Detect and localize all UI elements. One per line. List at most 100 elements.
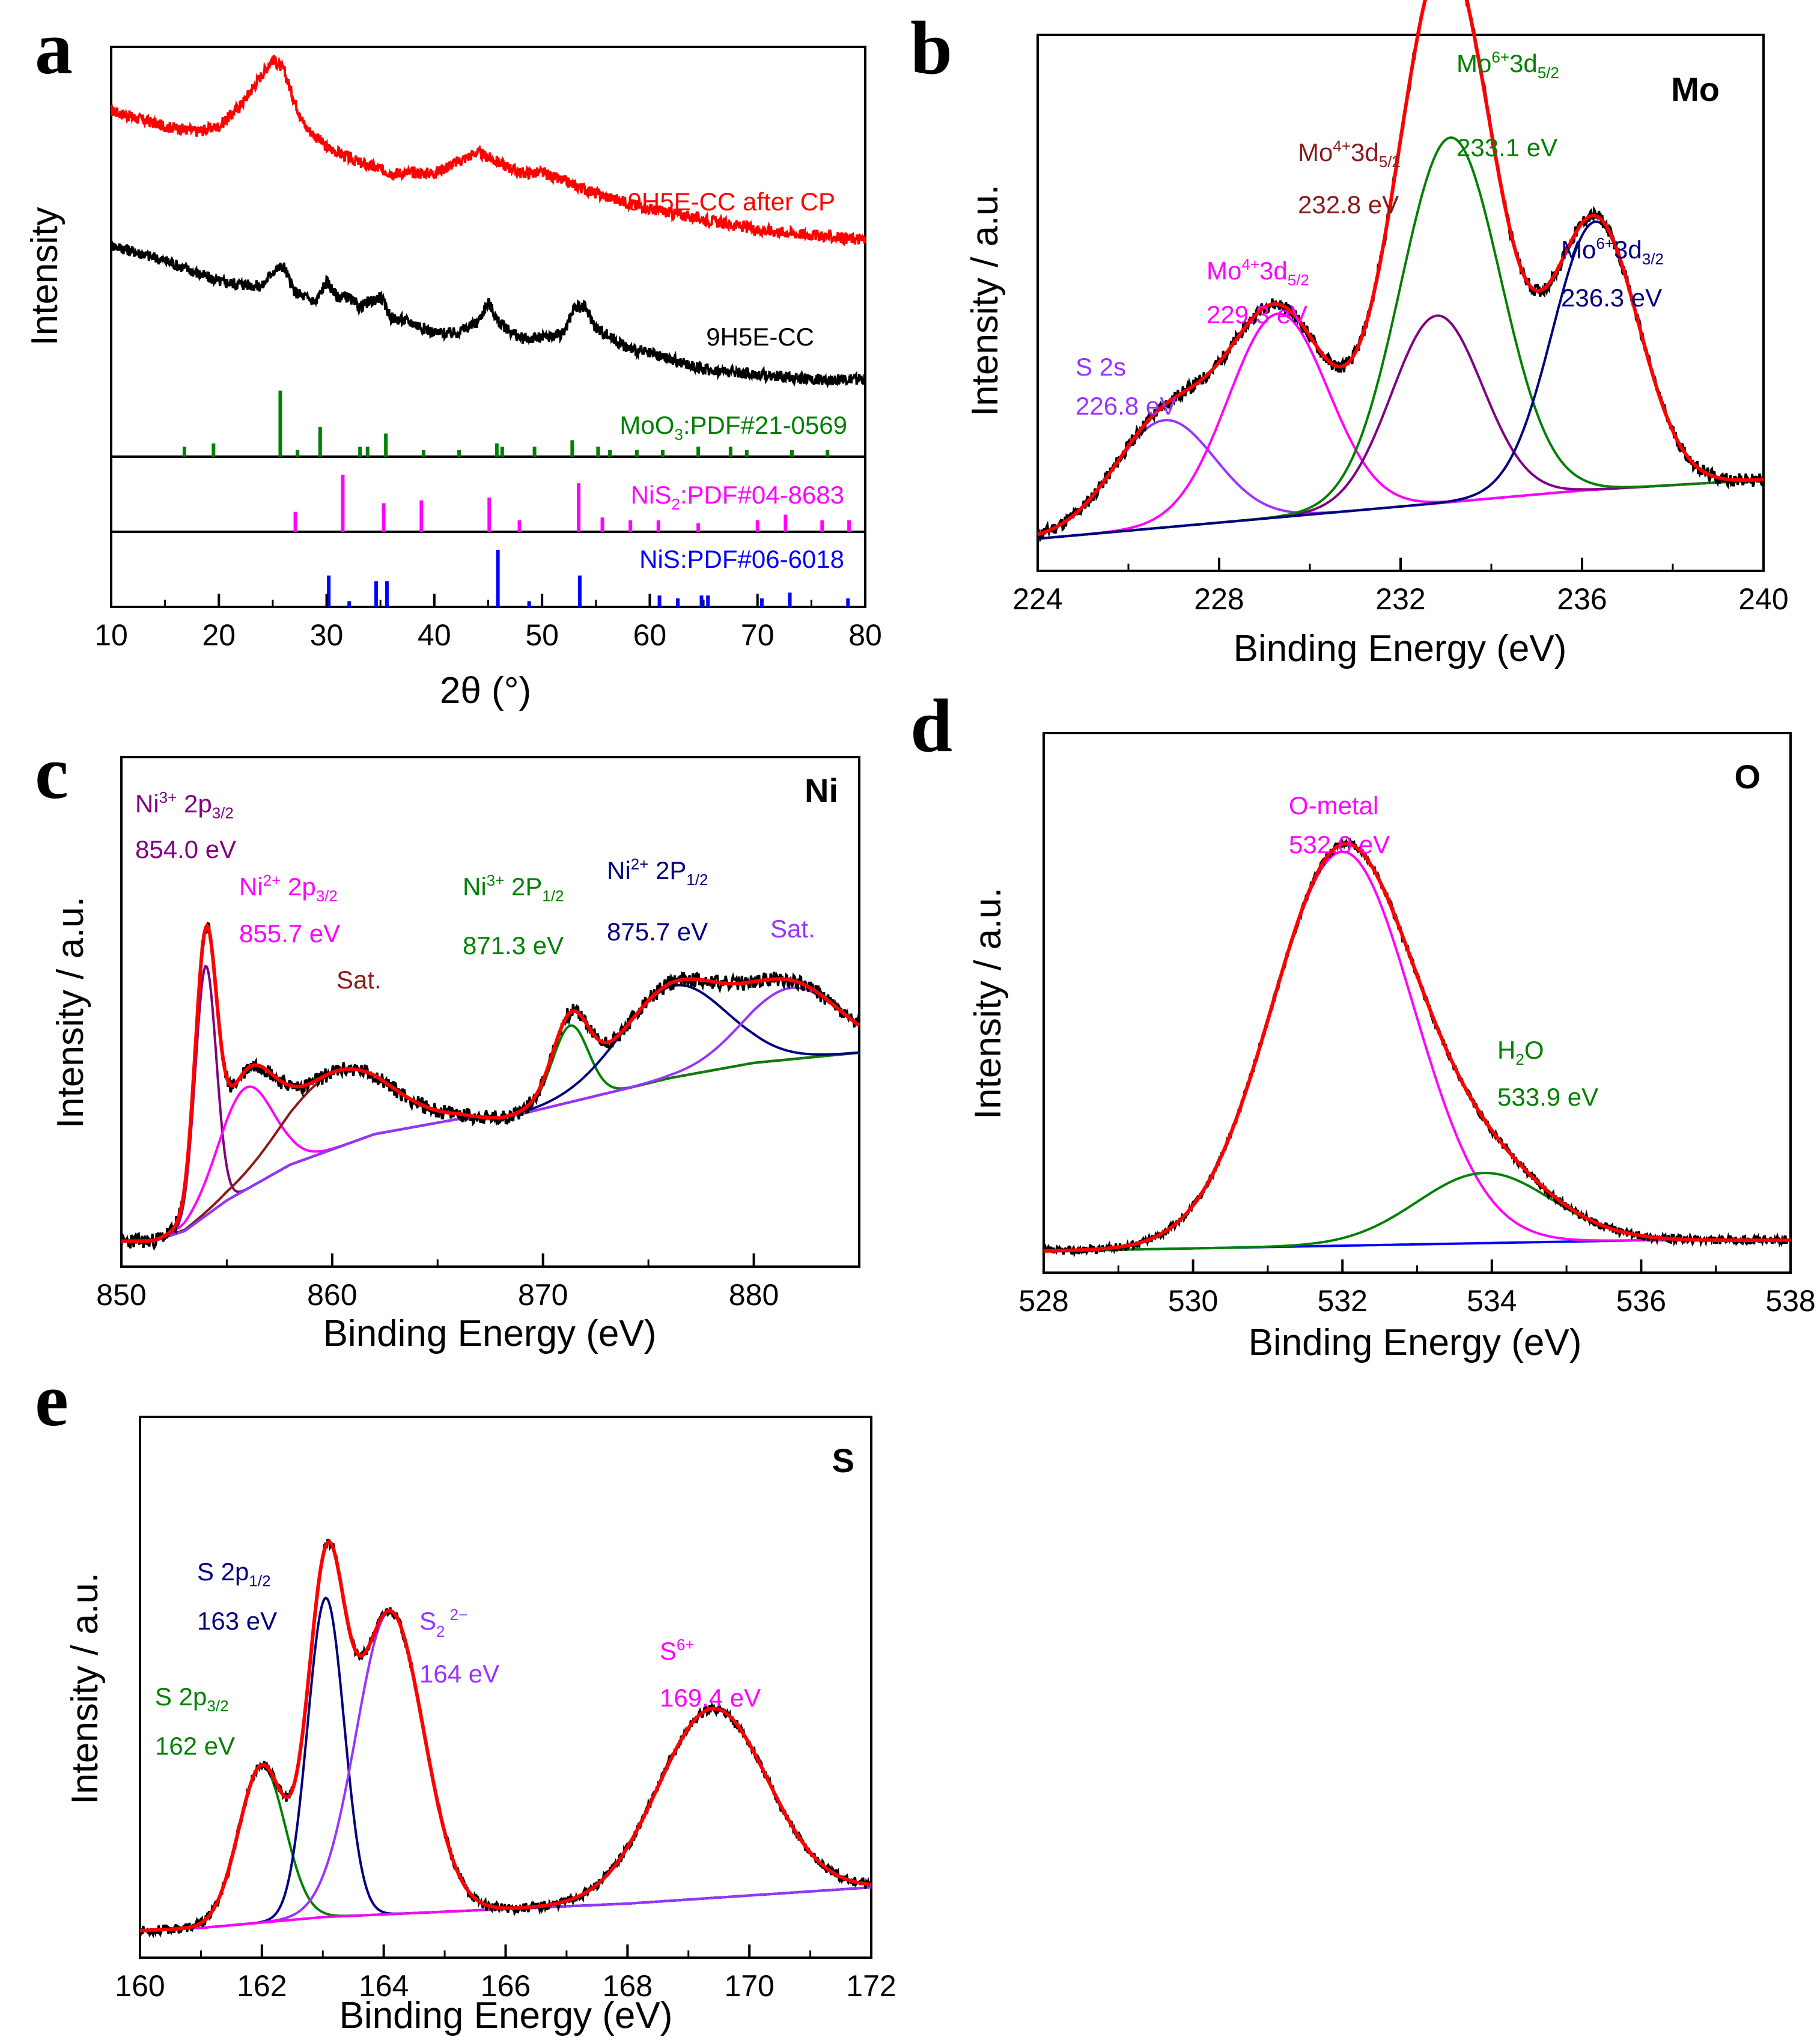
panel-e-ylabel: Intensity / a.u. xyxy=(64,1573,106,1804)
x-tick-label: 538 xyxy=(1765,1284,1815,1318)
ref-pattern-moo3 xyxy=(182,391,830,457)
envelope-fit-line xyxy=(1037,0,1764,537)
panel-letter-e: e xyxy=(35,1359,68,1442)
svg-text:H2O: H2O xyxy=(1497,1036,1544,1068)
x-tick-label: 536 xyxy=(1616,1284,1666,1318)
panel-b-element-label: Mo xyxy=(1671,70,1720,108)
annotation-mo6-233: Mo6+3d5/2 233.1 eV xyxy=(1456,48,1559,162)
panel-c-element-label: Ni xyxy=(805,772,838,809)
x-tick-label: 30 xyxy=(310,618,344,652)
svg-text:162 eV: 162 eV xyxy=(155,1732,235,1760)
x-tick-label: 224 xyxy=(1012,582,1062,616)
annotation-s2p12: S 2p1/2 163 eV xyxy=(197,1557,277,1635)
svg-text:Mo4+3d5/2: Mo4+3d5/2 xyxy=(1207,255,1309,289)
x-tick-label: 166 xyxy=(481,1969,531,2003)
svg-text:533.9 eV: 533.9 eV xyxy=(1497,1083,1598,1111)
panel-a-ylabel: Intensity xyxy=(24,207,65,346)
envelope-fit-line xyxy=(121,922,860,1243)
envelope-fit-line xyxy=(1043,842,1791,1253)
x-tick-label: 228 xyxy=(1194,582,1244,616)
annotation-ni2-2p32: Ni2+ 2p3/2 855.7 eV xyxy=(239,871,340,948)
x-tick-label: 162 xyxy=(237,1969,287,2003)
annotation-ni3-2p12: Ni3+ 2P1/2 871.3 eV xyxy=(463,871,564,960)
x-tick-label: 860 xyxy=(307,1278,357,1312)
svg-text:Ni2+ 2p3/2: Ni2+ 2p3/2 xyxy=(239,871,338,905)
panel-letter-c: c xyxy=(35,731,68,815)
svg-text:S 2p1/2: S 2p1/2 xyxy=(197,1557,271,1590)
panel-c-ylabel: Intensity / a.u. xyxy=(50,897,91,1128)
ref-pattern-nis xyxy=(327,550,850,607)
svg-text:169.4 eV: 169.4 eV xyxy=(660,1684,761,1712)
x-tick-label: 532 xyxy=(1317,1284,1367,1318)
panel-e-s-xps: S S 2p3/2 162 eV S 2p1/2 163 eV S22− 164… xyxy=(64,1416,896,2036)
label-after-cp: 9H5E-CC after CP xyxy=(628,187,835,216)
panel-letter-b: b xyxy=(910,7,952,90)
panel-c-x-ticks: 850 860 870 880 xyxy=(96,1253,860,1312)
series-line-after-cp xyxy=(110,55,866,246)
annotation-s2p32: S 2p3/2 162 eV xyxy=(155,1682,235,1760)
label-nis-pdf: NiS:PDF#06-6018 xyxy=(639,545,844,573)
svg-text:532.0 eV: 532.0 eV xyxy=(1289,830,1390,859)
svg-text:Ni3+ 2p3/2: Ni3+ 2p3/2 xyxy=(135,788,234,822)
x-tick-label: 10 xyxy=(94,618,128,652)
annotation-ni3-2p32: Ni3+ 2p3/2 854.0 eV xyxy=(135,788,236,863)
panel-b-ylabel: Intensity / a.u. xyxy=(964,184,1006,416)
svg-text:S 2s: S 2s xyxy=(1076,353,1126,381)
svg-text:229.3 eV: 229.3 eV xyxy=(1207,300,1307,329)
x-tick-label: 850 xyxy=(96,1278,146,1312)
series-line-9h5e-cc xyxy=(110,241,866,389)
svg-text:232.8 eV: 232.8 eV xyxy=(1298,190,1399,219)
panel-letter-d: d xyxy=(910,684,952,768)
x-tick-label: 40 xyxy=(418,618,451,652)
x-tick-label: 70 xyxy=(741,618,775,652)
label-moo3-pdf: MoO3:PDF#21-0569 xyxy=(619,411,847,443)
svg-text:855.7 eV: 855.7 eV xyxy=(239,919,340,948)
panel-d-element-label: O xyxy=(1734,758,1761,796)
x-tick-label: 236 xyxy=(1557,582,1607,616)
x-tick-label: 60 xyxy=(633,618,667,652)
annotation-mo4-229: Mo4+3d5/2 229.3 eV xyxy=(1207,255,1309,329)
svg-text:854.0 eV: 854.0 eV xyxy=(135,835,236,863)
svg-text:Mo6+3d3/2: Mo6+3d3/2 xyxy=(1561,234,1664,268)
x-tick-label: 880 xyxy=(729,1278,779,1312)
annotation-sat-882: Sat. xyxy=(770,915,815,943)
panel-e-element-label: S xyxy=(832,1442,854,1479)
x-tick-label: 240 xyxy=(1738,582,1788,616)
x-tick-label: 168 xyxy=(603,1969,653,2003)
svg-text:S 2p3/2: S 2p3/2 xyxy=(155,1682,229,1715)
svg-text:Ni2+ 2P1/2: Ni2+ 2P1/2 xyxy=(607,855,708,889)
panel-a-x-ticks: 10 20 30 40 50 60 70 80 xyxy=(94,594,882,652)
panel-c-xlabel: Binding Energy (eV) xyxy=(323,1313,657,1354)
panel-d-xlabel: Binding Energy (eV) xyxy=(1249,1322,1582,1363)
annotation-ni2-2p12: Ni2+ 2P1/2 875.7 eV xyxy=(607,855,708,946)
svg-text:233.1 eV: 233.1 eV xyxy=(1456,133,1557,162)
panel-d-o-xps: O O-metal 532.0 eV H2O 533.9 eV 528 530 53… xyxy=(967,732,1816,1363)
panel-b-mo-xps: Mo S 2s 226.8 eV Mo4+3d5/2 229.3 eV Mo4+… xyxy=(964,0,1789,669)
annotation-s2-2minus: S22− 164 eV xyxy=(419,1606,499,1688)
svg-text:163 eV: 163 eV xyxy=(197,1607,277,1635)
panel-d-x-ticks: 528 530 532 534 536 538 xyxy=(1018,1259,1816,1318)
ref-pattern-nis2 xyxy=(293,475,851,532)
svg-text:S22−: S22− xyxy=(419,1606,467,1640)
annotation-h2o: H2O 533.9 eV xyxy=(1497,1036,1598,1111)
label-9h5e-cc: 9H5E-CC xyxy=(706,323,814,351)
svg-text:O-metal: O-metal xyxy=(1289,791,1378,820)
panel-e-x-ticks: 160 162 164 166 168 170 172 xyxy=(115,1944,896,2003)
panel-c-frame xyxy=(120,756,860,1268)
x-tick-label: 80 xyxy=(848,618,882,652)
annotation-s2s: S 2s 226.8 eV xyxy=(1076,353,1176,420)
panel-b-x-ticks: 224 228 232 236 240 xyxy=(1012,558,1789,616)
svg-text:S6+: S6+ xyxy=(660,1636,695,1665)
svg-text:226.8 eV: 226.8 eV xyxy=(1076,392,1176,420)
x-tick-label: 160 xyxy=(115,1969,165,2003)
x-tick-label: 170 xyxy=(724,1969,774,2003)
label-nis2-pdf: NiS2:PDF#04-8683 xyxy=(631,481,844,513)
annotation-mo6-236: Mo6+3d3/2 236.3 eV xyxy=(1561,234,1664,312)
x-tick-label: 172 xyxy=(846,1969,896,2003)
panel-a-xrd: 9H5E-CC after CP 9H5E-CC MoO3:PDF#21-056… xyxy=(24,46,882,711)
envelope-fit-line xyxy=(139,1539,872,1932)
panel-b-xlabel: Binding Energy (eV) xyxy=(1234,628,1567,669)
panel-c-ni-xps: Ni Ni3+ 2p3/2 854.0 eV Ni2+ 2p3/2 855.7 … xyxy=(50,756,860,1354)
x-tick-label: 232 xyxy=(1375,582,1425,616)
x-tick-label: 528 xyxy=(1018,1284,1068,1318)
